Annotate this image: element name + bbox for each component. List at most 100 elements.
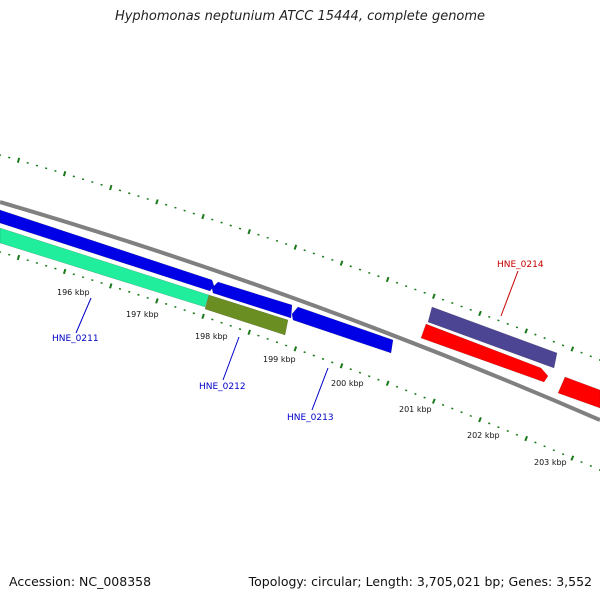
- outer-tick-40: [368, 271, 371, 274]
- outer-tick-55: [506, 322, 509, 325]
- outer-tick-8: [72, 175, 76, 178]
- gene-label-hne0213[interactable]: HNE_0213: [287, 413, 334, 423]
- inner-tick-50: [460, 411, 463, 414]
- inner-tick-49: [451, 407, 454, 410]
- outer-tick-43: [395, 281, 399, 284]
- outer-tick-12: [109, 184, 113, 191]
- gene-label-hne0214[interactable]: HNE_0214: [497, 260, 544, 270]
- outer-tick-44: [404, 285, 408, 288]
- inner-tick-27: [247, 329, 252, 336]
- inner-tick-45: [414, 392, 417, 396]
- outer-tick-41: [377, 275, 380, 278]
- inner-tick-32: [293, 346, 298, 352]
- gene-arrow-slate[interactable]: [427, 306, 558, 369]
- inner-tick-25: [229, 324, 232, 327]
- inner-tick-63: [580, 460, 583, 464]
- inner-tick-40: [368, 375, 371, 378]
- inner-tick-43: [395, 385, 399, 388]
- gene-arrow-olive[interactable]: [204, 294, 289, 336]
- inner-tick-62: [570, 455, 575, 461]
- outer-tick-54: [497, 319, 500, 322]
- genome-title: Hyphomonas neptunium ATCC 15444, complet…: [114, 9, 486, 24]
- outer-tick-57: [524, 328, 529, 334]
- inner-tick-17: [155, 298, 159, 304]
- outer-tick-36: [331, 258, 334, 261]
- outer-tick-37: [339, 260, 344, 266]
- inner-tick-33: [303, 351, 306, 354]
- inner-tick-29: [266, 337, 269, 340]
- inner-tick-ring: [0, 251, 600, 471]
- inner-tick-37: [339, 363, 344, 369]
- inner-tick-58: [534, 441, 537, 444]
- outer-tick-53: [488, 315, 491, 318]
- outer-tick-59: [543, 337, 546, 340]
- inner-tick-41: [377, 378, 380, 381]
- inner-tick-28: [257, 334, 260, 337]
- scale-label-201: 201 kbp: [399, 405, 432, 414]
- outer-tick-32: [293, 244, 298, 250]
- inner-tick-21: [192, 312, 196, 315]
- outer-tick-ring: [0, 154, 600, 361]
- scale-label-200: 200 kbp: [331, 379, 364, 388]
- outer-tick-25: [229, 224, 232, 227]
- gene-label-hne0211[interactable]: HNE_0211: [52, 334, 99, 344]
- outer-tick-33: [303, 249, 306, 252]
- inner-tick-48: [441, 403, 445, 406]
- inner-tick-47: [431, 398, 436, 404]
- backbone-layer: [0, 200, 600, 422]
- inner-tick-34: [312, 354, 316, 357]
- inner-tick-20: [183, 309, 186, 312]
- outer-tick-18: [164, 203, 168, 206]
- outer-tick-28: [257, 233, 260, 236]
- outer-tick-31: [284, 242, 288, 246]
- backbone-line: [0, 200, 600, 422]
- inner-tick-31: [284, 344, 288, 347]
- gene-arrow-red-1[interactable]: [420, 323, 549, 383]
- inner-tick-35: [321, 357, 325, 361]
- inner-tick-56: [515, 433, 519, 436]
- outer-tick-60: [552, 340, 556, 343]
- gene-arrow-red-2[interactable]: [557, 376, 600, 409]
- outer-tick-5: [44, 167, 48, 170]
- scale-label-197: 197 kbp: [126, 310, 159, 319]
- outer-tick-63: [580, 351, 583, 354]
- outer-tick-47: [432, 293, 436, 299]
- gene-arrow-blue-1[interactable]: [0, 209, 215, 292]
- gene-arrow-teal[interactable]: [0, 227, 210, 308]
- inner-tick-7: [62, 268, 67, 275]
- inner-tick-61: [561, 453, 565, 456]
- gene-label-leader-hne0211: [75, 297, 92, 334]
- scale-label-203: 203 kbp: [534, 458, 567, 467]
- inner-tick-52: [478, 417, 482, 423]
- scale-label-196: 196 kbp: [57, 288, 90, 297]
- outer-tick-22: [201, 213, 205, 220]
- scale-label-layer: 196 kbp 197 kbp 198 kbp 199 kbp 200 kbp …: [57, 288, 567, 467]
- inner-tick-59: [543, 445, 546, 448]
- outer-tick-11: [100, 183, 103, 186]
- outer-tick-52: [478, 310, 482, 317]
- gene-arrow-blue-2[interactable]: [211, 281, 293, 319]
- outer-tick-7: [62, 171, 67, 177]
- outer-tick-27: [247, 228, 251, 235]
- gene-label-leader-hne0212: [222, 336, 240, 381]
- inner-tick-39: [358, 371, 362, 374]
- inner-tick-54: [497, 426, 500, 429]
- inner-tick-30: [275, 341, 279, 344]
- inner-tick-24: [220, 321, 223, 324]
- gene-arrow-blue-3[interactable]: [291, 306, 394, 354]
- outer-tick-50: [460, 305, 463, 308]
- outer-tick-14: [128, 192, 131, 195]
- outer-tick-62: [570, 346, 575, 352]
- outer-tick-58: [534, 333, 537, 336]
- inner-tick-36: [331, 361, 334, 364]
- gene-label-hne0212[interactable]: HNE_0212: [199, 382, 246, 392]
- inner-tick-2: [16, 254, 21, 261]
- outer-tick-61: [561, 344, 565, 347]
- gene-label-layer: HNE_0211 HNE_0212 HNE_0213 HNE_0214: [52, 260, 544, 423]
- outer-tick-21: [192, 212, 196, 215]
- outer-tick-35: [321, 255, 325, 258]
- inner-tick-51: [469, 414, 472, 417]
- gene-label-leader-hne0213: [311, 367, 329, 411]
- inner-tick-12: [109, 283, 113, 289]
